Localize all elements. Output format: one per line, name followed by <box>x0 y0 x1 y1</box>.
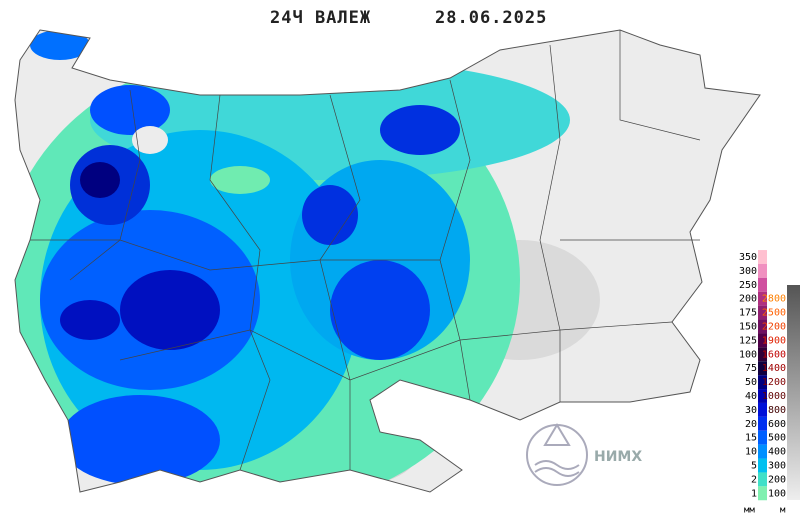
logo: НИМХ <box>526 423 642 486</box>
precip-label: 40 <box>745 391 757 402</box>
precip-swatch <box>758 375 767 390</box>
precip-label: 20 <box>745 419 757 430</box>
precip-label: 10 <box>745 447 757 458</box>
elevation-label: 300 <box>768 461 786 472</box>
precip-label: 150 <box>739 322 757 333</box>
logo-waves <box>534 423 580 477</box>
precip-label: 2 <box>751 474 757 485</box>
elevation-unit: м <box>780 506 786 516</box>
elevation-label: 2200 <box>762 322 786 333</box>
precip-label: 75 <box>745 363 757 374</box>
precip-label: 15 <box>745 433 757 444</box>
logo-emblem <box>526 424 588 486</box>
elevation-label: 500 <box>768 433 786 444</box>
precip-swatch <box>758 458 767 473</box>
elevation-label: 1400 <box>762 363 786 374</box>
precip-label: 175 <box>739 308 757 319</box>
precip-swatch <box>758 250 767 264</box>
elevation-bar <box>787 285 800 500</box>
precip-swatch <box>758 347 767 362</box>
precip-swatch <box>758 277 767 292</box>
region-borders <box>30 30 701 471</box>
precip-swatch <box>758 389 767 403</box>
precip-label: 5 <box>751 461 757 472</box>
precip-label: 30 <box>745 405 757 416</box>
precip-label: 300 <box>739 266 757 277</box>
elevation-label: 2500 <box>762 308 786 319</box>
precip-label: 50 <box>745 377 757 388</box>
precip-swatch <box>758 486 767 501</box>
elevation-label: 200 <box>768 474 786 485</box>
elevation-label: 1000 <box>762 391 786 402</box>
precip-swatch <box>758 402 767 417</box>
legend: 3503002502001751501251007550403020151052… <box>739 250 786 516</box>
elevation-label: 2800 <box>762 294 786 305</box>
precip-label: 100 <box>739 349 757 360</box>
precip-swatch <box>758 333 767 348</box>
precip-label: 350 <box>739 252 757 263</box>
map-title: 24Ч ВАЛЕЖ <box>270 8 371 28</box>
precip-swatch <box>758 291 767 306</box>
elevation-label: 1200 <box>762 377 786 388</box>
precip-label: 125 <box>739 335 757 346</box>
precip-swatch <box>758 444 767 459</box>
elevation-label: 600 <box>768 419 786 430</box>
precip-swatch <box>758 319 767 334</box>
precip-label: 250 <box>739 280 757 291</box>
elevation-label: 1600 <box>762 349 786 360</box>
precip-swatch <box>758 361 767 376</box>
elevation-label: 1900 <box>762 335 786 346</box>
elevation-label: 400 <box>768 447 786 458</box>
precip-label: 1 <box>751 488 757 499</box>
logo-text: НИМХ <box>594 449 642 465</box>
precip-swatch <box>758 472 767 487</box>
precip-swatch <box>758 263 767 278</box>
precip-unit: мм <box>744 506 755 516</box>
map-date: 28.06.2025 <box>435 8 547 28</box>
elevation-label: 800 <box>768 405 786 416</box>
precip-swatch <box>758 305 767 320</box>
precip-swatch <box>758 430 767 445</box>
elevation-label: 100 <box>768 488 786 499</box>
precip-swatch <box>758 416 767 431</box>
precip-label: 200 <box>739 294 757 305</box>
